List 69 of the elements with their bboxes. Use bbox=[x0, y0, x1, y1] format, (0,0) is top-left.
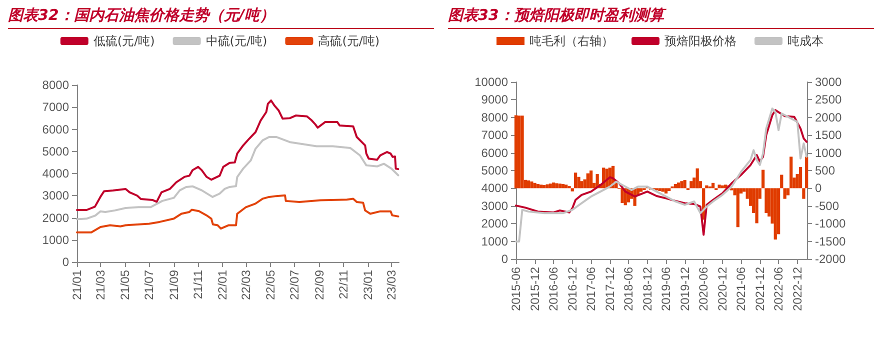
x-tick-label: 21/05 bbox=[118, 270, 132, 300]
x-tick-label: 2016-12 bbox=[565, 266, 580, 312]
legend-label: 中硫(元/吨) bbox=[206, 34, 268, 48]
y2-tick-label: 1000 bbox=[815, 146, 842, 160]
x-tick-label: 2019-06 bbox=[659, 266, 674, 312]
x-tick-label: 2016-06 bbox=[546, 266, 561, 312]
x-tick-label: 21/03 bbox=[94, 270, 108, 300]
y2-tick-label: 2500 bbox=[815, 92, 842, 107]
y-tick-label: 2000 bbox=[42, 210, 70, 225]
y-tick-label: 6000 bbox=[481, 146, 508, 160]
y2-tick-label: 0 bbox=[815, 181, 822, 196]
y-tick-label: 5000 bbox=[42, 144, 70, 158]
x-tick-label: 2020-12 bbox=[715, 266, 730, 312]
y2-tick-label: -1500 bbox=[815, 234, 846, 248]
x-tick-label: 22/09 bbox=[312, 270, 326, 300]
y2-tick-label: 1500 bbox=[815, 128, 842, 142]
x-tick-label: 22/11 bbox=[336, 270, 351, 300]
y-tick-label: 7000 bbox=[481, 128, 508, 142]
y2-tick-label: -500 bbox=[815, 198, 840, 213]
y2-tick-label: -1000 bbox=[815, 216, 846, 231]
y-tick-label: 6000 bbox=[42, 122, 70, 136]
y-tick-label: 2000 bbox=[481, 216, 508, 231]
chart-title: 图表32：国内石油焦价格走势（元/吨） bbox=[8, 6, 434, 29]
y-tick-label: 8000 bbox=[481, 110, 508, 124]
x-tick-label: 2021-12 bbox=[752, 266, 767, 312]
x-tick-label: 21/01 bbox=[70, 270, 84, 300]
y-tick-label: 3000 bbox=[481, 198, 508, 213]
legend-label: 预焙阳极价格 bbox=[664, 34, 736, 48]
y2-tick-label: 500 bbox=[815, 164, 836, 178]
y2-tick-label: 2000 bbox=[815, 110, 842, 124]
x-tick-label: 2017-12 bbox=[602, 266, 617, 312]
y-tick-label: 3000 bbox=[42, 188, 70, 203]
legend-label: 吨成本 bbox=[788, 34, 824, 48]
x-tick-label: 2021-06 bbox=[734, 266, 748, 312]
x-tick-label: 2015-06 bbox=[509, 266, 523, 312]
x-tick-label: 21/07 bbox=[142, 270, 156, 300]
y-tick-label: 7000 bbox=[42, 100, 70, 114]
x-tick-label: 2022-06 bbox=[772, 266, 786, 312]
y-tick-label: 8000 bbox=[42, 78, 70, 92]
y2-tick-label: 3000 bbox=[815, 75, 842, 89]
y-tick-label: 10000 bbox=[474, 75, 508, 89]
x-tick-label: 2015-12 bbox=[528, 266, 542, 312]
y-tick-label: 1000 bbox=[42, 232, 70, 247]
y-tick-label: 0 bbox=[501, 252, 508, 266]
x-tick-label: 21/11 bbox=[191, 270, 206, 300]
legend-label: 高硫(元/吨) bbox=[318, 34, 380, 48]
x-tick-label: 22/05 bbox=[263, 270, 278, 300]
x-tick-label: 2019-12 bbox=[678, 266, 692, 312]
x-tick-label: 23/01 bbox=[360, 270, 375, 300]
chart-title: 图表33：预焙阳极即时盈利测算 bbox=[448, 6, 874, 29]
legend-label: 低硫(元/吨) bbox=[93, 34, 155, 48]
x-tick-label: 22/07 bbox=[288, 270, 302, 300]
x-tick-label: 21/09 bbox=[166, 270, 181, 300]
y-tick-label: 1000 bbox=[481, 234, 508, 248]
y-tick-label: 4000 bbox=[481, 181, 508, 196]
y-tick-label: 5000 bbox=[481, 164, 508, 178]
x-tick-label: 23/03 bbox=[384, 270, 398, 300]
x-tick-label: 2018-06 bbox=[622, 266, 636, 312]
y2-tick-label: -2000 bbox=[815, 252, 846, 266]
x-tick-label: 2020-06 bbox=[696, 266, 711, 312]
y-tick-label: 0 bbox=[62, 255, 70, 269]
y-tick-label: 9000 bbox=[481, 92, 508, 107]
x-tick-label: 2018-12 bbox=[640, 266, 654, 312]
y-tick-label: 4000 bbox=[42, 166, 70, 180]
x-tick-label: 22/03 bbox=[238, 270, 253, 300]
x-tick-label: 2022-12 bbox=[790, 266, 804, 312]
x-tick-label: 2017-06 bbox=[584, 266, 598, 312]
x-tick-label: 22/01 bbox=[215, 270, 230, 300]
legend-label: 吨毛利（右轴） bbox=[530, 34, 614, 48]
